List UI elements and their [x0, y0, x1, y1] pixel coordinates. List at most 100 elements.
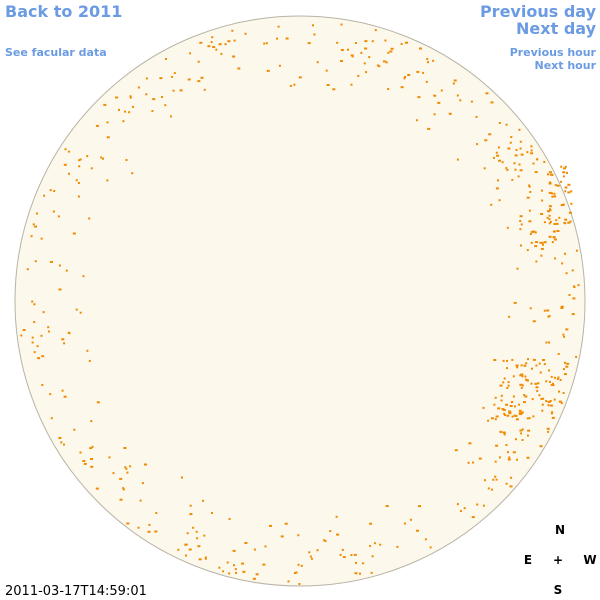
previous-day-link[interactable]: Previous day — [480, 2, 597, 21]
facula — [566, 362, 570, 365]
facula — [61, 338, 65, 341]
facula — [484, 139, 488, 142]
facula — [508, 410, 512, 413]
facula — [505, 444, 508, 446]
facula — [560, 402, 563, 405]
facula — [502, 359, 505, 362]
facula — [562, 333, 565, 336]
facula — [112, 472, 115, 475]
facula — [516, 458, 518, 461]
facula — [532, 320, 536, 323]
facula — [558, 216, 561, 219]
facula — [264, 545, 267, 548]
facula — [511, 359, 514, 361]
facula — [294, 572, 296, 574]
facula — [95, 487, 99, 490]
facula — [96, 401, 100, 404]
facula — [539, 371, 542, 374]
facula — [530, 145, 533, 148]
facula — [218, 566, 221, 569]
facula — [498, 122, 501, 124]
facula — [548, 369, 550, 372]
facula — [106, 121, 109, 124]
facula — [470, 100, 473, 103]
facula — [545, 400, 548, 402]
facula — [26, 268, 29, 271]
facula — [506, 387, 509, 389]
facula — [556, 230, 560, 232]
facula — [91, 445, 94, 448]
facula — [198, 558, 202, 561]
facula — [562, 171, 566, 174]
facula — [493, 156, 495, 159]
facula — [492, 478, 495, 481]
compass-west: W — [583, 553, 596, 567]
back-link[interactable]: Back to 2011 — [5, 2, 122, 21]
previous-hour-link[interactable]: Previous hour — [510, 46, 597, 59]
facula — [513, 301, 517, 304]
next-day-link[interactable]: Next day — [516, 19, 597, 38]
facula — [535, 386, 539, 389]
facula — [199, 41, 203, 44]
facula — [476, 143, 479, 146]
facula — [49, 393, 52, 396]
facula — [231, 29, 234, 32]
facula — [171, 75, 174, 78]
facula — [280, 535, 284, 538]
facula — [561, 262, 564, 265]
facula — [218, 43, 222, 46]
facula — [252, 577, 256, 580]
facula — [519, 147, 522, 150]
facula — [573, 286, 576, 289]
facula — [487, 487, 490, 490]
facula — [494, 460, 497, 463]
facula — [147, 530, 151, 533]
facula — [379, 543, 382, 546]
facula — [503, 377, 506, 380]
facula — [335, 515, 338, 518]
facula — [556, 378, 559, 380]
facula — [459, 99, 462, 102]
facula — [545, 380, 548, 383]
next-hour-link[interactable]: Next hour — [535, 59, 597, 72]
facula — [545, 341, 548, 344]
facula — [63, 443, 65, 446]
facula — [298, 583, 301, 585]
facula — [336, 41, 339, 44]
faculae — [20, 23, 580, 585]
facula — [562, 368, 565, 371]
facular-link[interactable]: See facular data — [5, 46, 107, 59]
compass-center: + — [553, 553, 563, 567]
facula — [482, 504, 485, 507]
facula — [527, 434, 529, 437]
facula — [363, 62, 366, 65]
facula — [557, 353, 560, 355]
facula — [564, 190, 567, 193]
facula — [312, 24, 314, 27]
facula — [361, 562, 364, 565]
facula — [374, 29, 377, 32]
facula — [67, 331, 70, 334]
facula — [41, 384, 44, 386]
facula — [561, 204, 564, 207]
facula — [498, 159, 501, 162]
facula — [541, 189, 543, 192]
facula — [549, 173, 553, 176]
facula — [102, 157, 104, 160]
facula — [106, 179, 109, 182]
facula — [549, 208, 551, 211]
facula — [424, 538, 427, 541]
facula — [508, 412, 512, 415]
facula — [523, 394, 526, 396]
facula — [185, 554, 187, 557]
facula — [145, 93, 148, 96]
facula — [559, 379, 562, 381]
facula — [529, 191, 532, 193]
facula — [433, 94, 437, 97]
facula — [551, 195, 554, 198]
facula — [509, 141, 512, 144]
facula — [503, 433, 506, 436]
facula — [340, 49, 344, 51]
facula — [534, 245, 538, 248]
facula — [155, 512, 158, 514]
